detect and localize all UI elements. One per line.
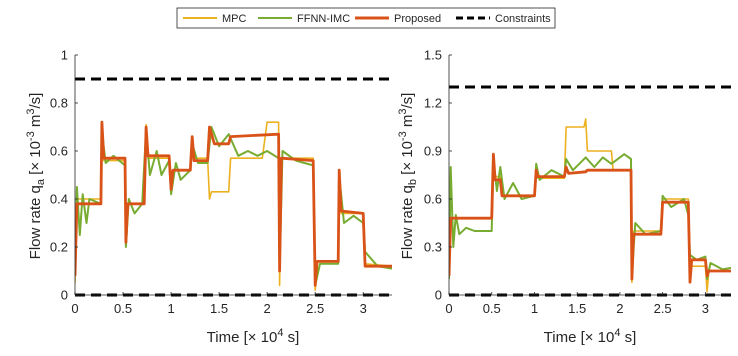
x-tick-label-left: 2.5 xyxy=(306,301,324,316)
x-tick-label-left: 0.5 xyxy=(114,301,132,316)
y-tick-label-left: 1 xyxy=(61,48,68,63)
legend-entry-proposed: Proposed xyxy=(355,13,441,25)
legend: MPC FFNN-IMC Proposed Constraints xyxy=(176,7,556,29)
y-tick-label-right: 0.9 xyxy=(424,144,442,159)
y-tick-label-left: 0.2 xyxy=(50,240,68,255)
y-tick-label-right: 0.3 xyxy=(424,240,442,255)
legend-label-proposed: Proposed xyxy=(394,13,441,25)
series-proposed-left xyxy=(75,120,392,287)
y-tick-label-left: 0.8 xyxy=(50,96,68,111)
x-tick-label-left: 1.5 xyxy=(210,301,228,316)
chart-right: Flow rate qb [× 10-3 m3/s] Time [× 104 s… xyxy=(397,48,731,346)
y-axis-label-left: Flow rate qa [× 10-3 m3/s] xyxy=(25,93,47,260)
legend-entry-ffnn-imc: FFNN-IMC xyxy=(258,13,350,25)
y-tick-label-right: 1.2 xyxy=(424,96,442,111)
y-axis-label-right: Flow rate qb [× 10-3 m3/s] xyxy=(397,93,419,260)
x-tick-label-right: 3 xyxy=(702,301,709,316)
y-tick-label-right: 1.5 xyxy=(424,48,442,63)
x-tick-label-right: 0 xyxy=(445,301,452,316)
x-tick-label-left: 3 xyxy=(360,301,367,316)
x-tick-label-right: 2.5 xyxy=(654,301,672,316)
x-tick-label-left: 2 xyxy=(264,301,271,316)
legend-entry-mpc: MPC xyxy=(183,13,247,25)
x-tick-label-left: 1 xyxy=(167,301,174,316)
legend-entry-constraints: Constraints xyxy=(456,13,551,25)
x-axis-label-right: Time [× 104 s] xyxy=(544,327,637,346)
plot-area-right xyxy=(449,118,731,293)
y-tick-label-left: 0 xyxy=(61,288,68,303)
x-tick-label-right: 1.5 xyxy=(568,301,586,316)
x-tick-label-right: 2 xyxy=(616,301,623,316)
x-tick-label-left: 0 xyxy=(71,301,78,316)
legend-label-ffnn-imc: FFNN-IMC xyxy=(297,13,350,25)
x-tick-label-right: 1 xyxy=(531,301,538,316)
y-tick-label-right: 0.6 xyxy=(424,192,442,207)
plot-area-left xyxy=(75,120,392,291)
y-tick-label-right: 0 xyxy=(435,288,442,303)
series-ffnn-imc-left xyxy=(75,126,392,287)
x-tick-label-right: 0.5 xyxy=(483,301,501,316)
legend-label-constraints: Constraints xyxy=(495,13,551,25)
series-proposed-right xyxy=(449,152,731,284)
x-axis-label-left: Time [× 104 s] xyxy=(207,327,300,346)
chart-left: Flow rate qa [× 10-3 m3/s] Time [× 104 s… xyxy=(25,48,392,346)
y-tick-label-left: 0.4 xyxy=(50,192,68,207)
y-tick-label-left: 0.6 xyxy=(50,144,68,159)
legend-label-mpc: MPC xyxy=(222,13,247,25)
